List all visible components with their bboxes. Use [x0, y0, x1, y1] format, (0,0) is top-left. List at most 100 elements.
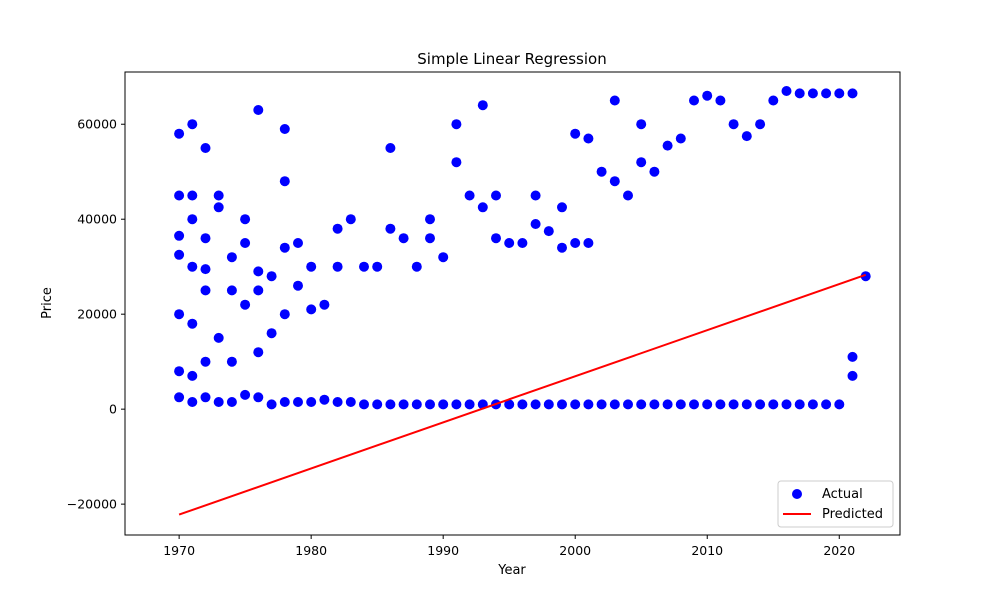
data-point — [557, 242, 567, 253]
data-point — [398, 399, 409, 410]
data-point — [372, 399, 383, 410]
y-tick-label: 40000 — [77, 212, 117, 227]
data-point — [728, 399, 739, 410]
data-point — [649, 399, 660, 410]
x-tick-label: 2000 — [559, 543, 591, 558]
data-point — [860, 271, 871, 282]
data-point — [609, 95, 620, 106]
data-point — [702, 90, 713, 101]
legend-actual-label: Actual — [822, 487, 863, 502]
data-point — [411, 261, 422, 272]
data-point — [491, 233, 501, 244]
regression-line — [178, 273, 867, 516]
data-point — [781, 86, 792, 96]
data-point — [200, 285, 211, 296]
legend-frame — [777, 480, 894, 528]
data-point — [596, 399, 607, 410]
data-point — [504, 238, 515, 248]
data-point — [279, 242, 290, 253]
data-point — [530, 219, 541, 229]
data-point — [583, 399, 594, 410]
data-point — [609, 399, 620, 410]
data-point — [557, 399, 567, 410]
data-point — [293, 397, 303, 407]
line-layer — [178, 273, 867, 516]
data-point — [279, 397, 290, 407]
data-point — [570, 399, 581, 410]
data-point — [174, 392, 185, 403]
x-tick-label: 1970 — [163, 543, 195, 558]
data-point — [438, 252, 449, 263]
data-point — [372, 261, 383, 272]
data-point — [174, 366, 185, 377]
data-point — [279, 176, 290, 187]
data-point — [491, 190, 501, 201]
data-point — [240, 389, 251, 400]
legend: Actual Predicted — [777, 480, 894, 528]
data-point — [821, 88, 832, 99]
data-point — [385, 223, 396, 234]
data-point — [385, 399, 396, 410]
data-point — [293, 238, 303, 248]
data-point — [306, 261, 317, 272]
data-point — [517, 238, 528, 248]
data-point — [425, 214, 435, 225]
data-point — [689, 95, 699, 106]
data-point — [200, 143, 211, 153]
data-point — [609, 176, 620, 187]
data-point — [834, 88, 845, 99]
data-point — [306, 397, 317, 407]
data-point — [477, 202, 488, 213]
data-point — [240, 299, 251, 310]
data-point — [266, 399, 277, 410]
data-point — [332, 261, 343, 272]
data-point — [451, 119, 462, 130]
data-point — [451, 157, 462, 168]
data-point — [187, 397, 198, 407]
data-point — [411, 399, 422, 410]
data-point — [768, 399, 779, 410]
data-point — [200, 356, 211, 367]
data-point — [755, 119, 766, 130]
data-point — [319, 394, 330, 405]
data-point — [213, 397, 224, 407]
data-point — [425, 399, 435, 410]
x-axis-label: Year — [497, 563, 526, 578]
data-point — [213, 190, 224, 201]
data-point — [253, 392, 264, 403]
data-point — [332, 397, 343, 407]
y-axis-ticks: −20000 0 20000 40000 60000 — [67, 117, 125, 512]
data-point — [174, 190, 185, 201]
data-point — [543, 226, 554, 237]
data-point — [345, 397, 356, 407]
data-point — [451, 399, 462, 410]
data-point — [662, 399, 673, 410]
x-tick-label: 2020 — [823, 543, 855, 558]
legend-predicted-label: Predicted — [822, 507, 883, 522]
data-point — [174, 128, 185, 139]
y-tick-label: −20000 — [67, 497, 117, 512]
data-point — [319, 299, 330, 310]
legend-actual-marker — [792, 489, 802, 499]
data-point — [675, 399, 686, 410]
data-point — [266, 271, 277, 282]
points-layer — [174, 86, 871, 410]
data-point — [781, 399, 792, 410]
y-tick-label: 20000 — [77, 307, 117, 322]
data-point — [504, 399, 515, 410]
data-point — [226, 356, 237, 367]
data-point — [213, 202, 224, 213]
data-point — [385, 143, 396, 153]
data-point — [240, 214, 251, 225]
data-point — [662, 140, 673, 151]
x-tick-label: 1990 — [427, 543, 459, 558]
data-point — [794, 399, 805, 410]
data-point — [425, 233, 435, 244]
data-point — [359, 399, 369, 410]
data-point — [464, 190, 475, 201]
data-point — [821, 399, 832, 410]
data-point — [187, 261, 198, 272]
data-point — [438, 399, 449, 410]
data-point — [570, 128, 581, 139]
